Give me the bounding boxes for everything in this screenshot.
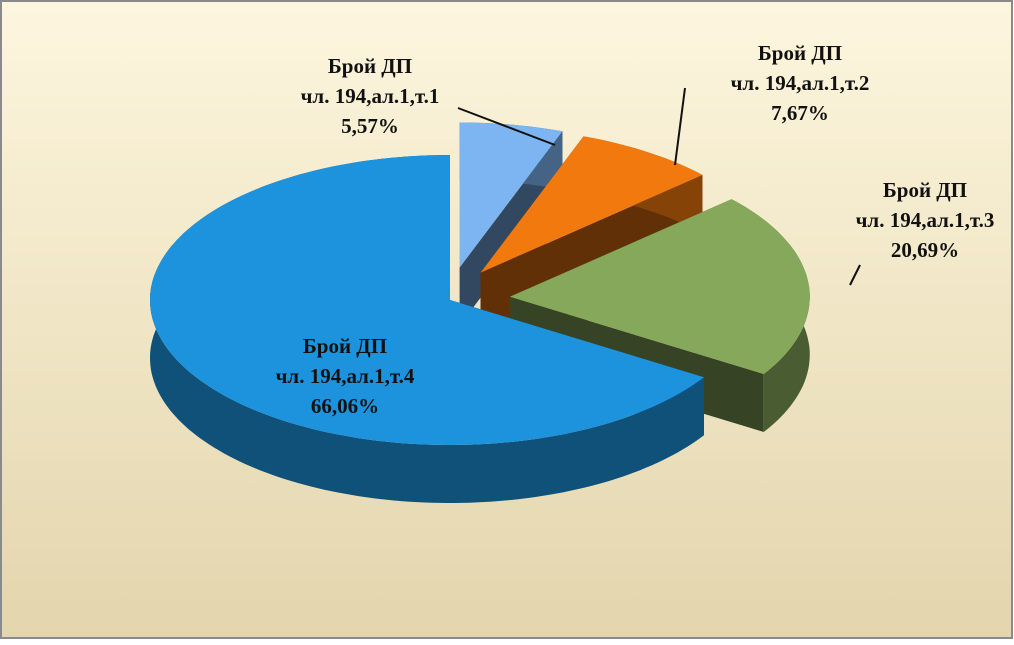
value-label: 5,57% xyxy=(341,114,399,138)
value-label: 7,67% xyxy=(771,101,829,125)
slice-label: Брой ДП xyxy=(328,54,412,78)
slice-label: Брой ДП xyxy=(303,334,387,358)
slice-label: чл. 194,ал.1,т.2 xyxy=(731,71,870,95)
slice-label: чл. 194,ал.1,т.3 xyxy=(856,208,995,232)
slice-label: чл. 194,ал.1,т.1 xyxy=(301,84,440,108)
leader-line xyxy=(674,87,686,166)
leader-line xyxy=(849,264,861,286)
slice-label: Брой ДП xyxy=(883,178,967,202)
slice xyxy=(459,122,563,268)
slice-label: Брой ДП xyxy=(758,41,842,65)
slice-label: чл. 194,ал.1,т.4 xyxy=(276,364,415,388)
slice xyxy=(480,136,703,273)
slice xyxy=(509,199,810,374)
slice xyxy=(150,155,704,445)
value-label: 66,06% xyxy=(311,394,379,418)
leader-line xyxy=(457,107,556,146)
value-label: 20,69% xyxy=(891,238,959,262)
